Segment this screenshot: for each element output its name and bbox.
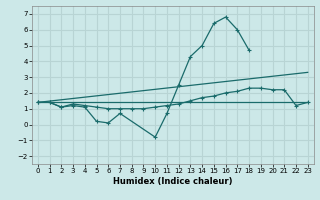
X-axis label: Humidex (Indice chaleur): Humidex (Indice chaleur) bbox=[113, 177, 233, 186]
